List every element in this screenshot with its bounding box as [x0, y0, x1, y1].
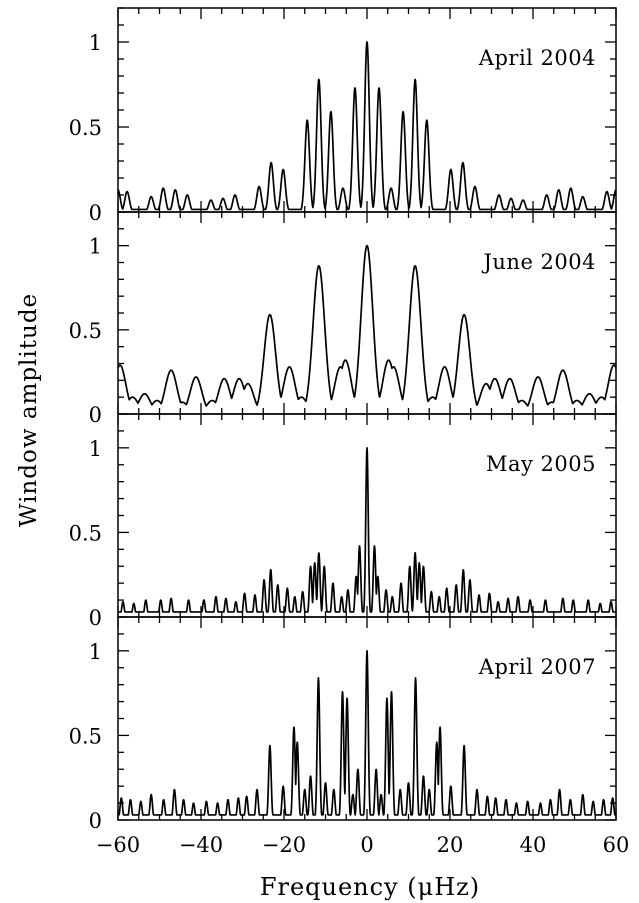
x-tick-label: 0 — [360, 833, 373, 857]
y-tick-label: 0.5 — [69, 319, 102, 343]
y-axis-title: Window amplitude — [16, 293, 42, 527]
panel-label: April 2007 — [478, 655, 596, 679]
panel-label: June 2004 — [481, 250, 596, 274]
y-tick-label: 0 — [89, 606, 102, 630]
y-tick-label: 1 — [89, 437, 102, 461]
panel-label: May 2005 — [486, 452, 596, 476]
y-tick-label: 0.5 — [69, 724, 102, 748]
window-curve — [117, 446, 617, 613]
window-curve — [117, 41, 617, 211]
y-tick-label: 1 — [89, 235, 102, 259]
y-tick-label: 0.5 — [69, 116, 102, 140]
y-tick-label: 0 — [89, 403, 102, 427]
x-axis-title: Frequency (μHz) — [260, 873, 480, 901]
y-tick-label: 0 — [89, 809, 102, 833]
y-tick-label: 0.5 — [69, 521, 102, 545]
panel-1: 0 0.5 1 April 2004 — [69, 7, 617, 225]
panel-frame — [117, 7, 617, 213]
y-tick-label: 1 — [89, 31, 102, 55]
window-curve — [117, 244, 617, 407]
panel-frame — [117, 616, 617, 821]
x-tick-label: 40 — [520, 833, 547, 857]
x-axis-tick-labels: −60 −40 −20 0 20 40 60 — [96, 833, 630, 857]
window-curve — [117, 649, 617, 816]
panel-label: April 2004 — [478, 46, 596, 70]
panel-4: 0 0.5 1 April 2007 — [69, 616, 617, 833]
y-tick-label: 0 — [89, 201, 102, 225]
x-tick-label: 20 — [437, 833, 464, 857]
panel-3: 0 0.5 1 May 2005 — [69, 413, 617, 630]
panel-2: 0 0.5 1 June 2004 — [69, 211, 617, 427]
y-tick-label: 1 — [89, 640, 102, 664]
x-tick-label: −20 — [262, 833, 306, 857]
x-tick-label: −40 — [179, 833, 223, 857]
x-tick-label: −60 — [96, 833, 140, 857]
panels: 0 0.5 1 April 2004 0 0.5 1 June 2004 0 0.5 1 May 20… — [69, 7, 617, 833]
x-tick-label: 60 — [603, 833, 630, 857]
panel-frame — [117, 413, 617, 618]
